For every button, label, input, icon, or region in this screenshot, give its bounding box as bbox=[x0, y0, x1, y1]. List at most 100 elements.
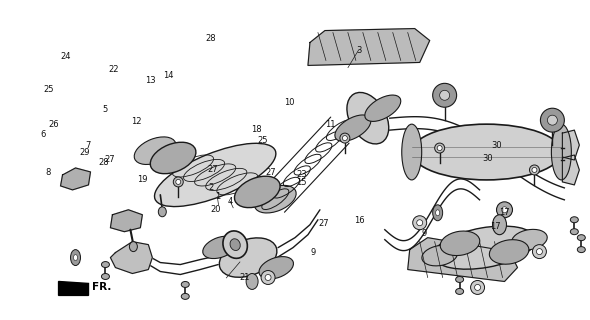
Ellipse shape bbox=[502, 207, 507, 213]
Ellipse shape bbox=[536, 249, 542, 255]
Ellipse shape bbox=[340, 133, 350, 143]
Polygon shape bbox=[408, 238, 517, 282]
Ellipse shape bbox=[437, 146, 442, 150]
Ellipse shape bbox=[540, 108, 565, 132]
Text: 10: 10 bbox=[284, 98, 294, 107]
Ellipse shape bbox=[471, 280, 484, 294]
Text: 26: 26 bbox=[48, 120, 59, 129]
Text: 15: 15 bbox=[296, 178, 306, 187]
Text: 22: 22 bbox=[109, 65, 119, 74]
Text: 20: 20 bbox=[210, 205, 221, 214]
Text: FR.: FR. bbox=[93, 283, 112, 292]
Text: 27: 27 bbox=[318, 219, 329, 228]
Text: 30: 30 bbox=[491, 141, 502, 150]
Ellipse shape bbox=[578, 235, 585, 241]
Ellipse shape bbox=[578, 247, 585, 252]
Ellipse shape bbox=[422, 245, 457, 266]
Ellipse shape bbox=[455, 288, 464, 294]
Text: 24: 24 bbox=[60, 52, 71, 61]
Text: 17: 17 bbox=[499, 208, 509, 217]
Text: 30: 30 bbox=[483, 154, 493, 163]
Polygon shape bbox=[308, 28, 430, 65]
Ellipse shape bbox=[347, 92, 389, 144]
Ellipse shape bbox=[402, 124, 422, 180]
Text: 9: 9 bbox=[422, 229, 427, 238]
Ellipse shape bbox=[529, 165, 539, 175]
Ellipse shape bbox=[552, 124, 571, 180]
Ellipse shape bbox=[342, 136, 348, 140]
Ellipse shape bbox=[71, 250, 80, 266]
Ellipse shape bbox=[259, 257, 293, 279]
Text: 25: 25 bbox=[44, 85, 54, 94]
Ellipse shape bbox=[246, 274, 258, 289]
Ellipse shape bbox=[440, 90, 450, 100]
Ellipse shape bbox=[176, 180, 181, 184]
Text: 28: 28 bbox=[205, 35, 215, 44]
Ellipse shape bbox=[413, 216, 427, 230]
Ellipse shape bbox=[497, 202, 513, 218]
Text: 29: 29 bbox=[79, 148, 90, 156]
Ellipse shape bbox=[412, 124, 561, 180]
Text: 21: 21 bbox=[240, 273, 250, 282]
Text: 2: 2 bbox=[209, 183, 214, 192]
Ellipse shape bbox=[489, 240, 529, 264]
Ellipse shape bbox=[155, 143, 276, 207]
Ellipse shape bbox=[435, 143, 445, 153]
Text: 27: 27 bbox=[207, 165, 218, 174]
Ellipse shape bbox=[335, 115, 371, 141]
Ellipse shape bbox=[455, 276, 464, 283]
Ellipse shape bbox=[474, 284, 481, 291]
Ellipse shape bbox=[234, 176, 280, 208]
Text: 5: 5 bbox=[103, 105, 108, 114]
Polygon shape bbox=[562, 155, 579, 185]
Ellipse shape bbox=[230, 239, 240, 251]
Text: 8: 8 bbox=[45, 168, 51, 177]
Ellipse shape bbox=[261, 270, 275, 284]
Ellipse shape bbox=[512, 229, 547, 250]
Text: 19: 19 bbox=[137, 175, 148, 184]
Text: 18: 18 bbox=[251, 125, 262, 134]
Ellipse shape bbox=[440, 231, 480, 256]
Ellipse shape bbox=[433, 226, 536, 269]
Ellipse shape bbox=[101, 261, 109, 268]
Ellipse shape bbox=[417, 220, 422, 226]
Polygon shape bbox=[61, 168, 90, 190]
Text: 6: 6 bbox=[40, 130, 46, 139]
Ellipse shape bbox=[571, 229, 578, 235]
Text: 14: 14 bbox=[163, 71, 173, 80]
Text: 12: 12 bbox=[131, 117, 142, 126]
Text: 11: 11 bbox=[325, 120, 336, 130]
Ellipse shape bbox=[435, 210, 440, 216]
Text: 28: 28 bbox=[99, 158, 109, 167]
Text: 17: 17 bbox=[490, 222, 500, 231]
Ellipse shape bbox=[203, 236, 237, 259]
Ellipse shape bbox=[432, 205, 442, 221]
Ellipse shape bbox=[129, 242, 137, 252]
Text: 3: 3 bbox=[356, 45, 361, 55]
Text: 27: 27 bbox=[265, 168, 276, 177]
Polygon shape bbox=[58, 282, 88, 295]
Text: 4: 4 bbox=[228, 197, 233, 206]
Ellipse shape bbox=[134, 137, 176, 164]
Ellipse shape bbox=[548, 115, 558, 125]
Ellipse shape bbox=[571, 217, 578, 223]
Ellipse shape bbox=[432, 83, 457, 107]
Ellipse shape bbox=[223, 231, 247, 258]
Ellipse shape bbox=[493, 215, 506, 235]
FancyArrowPatch shape bbox=[64, 286, 86, 293]
Ellipse shape bbox=[219, 238, 277, 277]
Ellipse shape bbox=[365, 95, 401, 121]
Ellipse shape bbox=[101, 274, 109, 279]
Polygon shape bbox=[110, 210, 142, 232]
Text: 23: 23 bbox=[297, 170, 307, 179]
Ellipse shape bbox=[532, 244, 546, 259]
Polygon shape bbox=[562, 130, 579, 160]
Ellipse shape bbox=[181, 293, 189, 300]
Ellipse shape bbox=[181, 282, 189, 287]
Ellipse shape bbox=[74, 255, 77, 260]
Ellipse shape bbox=[173, 177, 183, 187]
Text: 25: 25 bbox=[257, 136, 268, 145]
Text: 16: 16 bbox=[355, 216, 365, 225]
Ellipse shape bbox=[265, 275, 271, 280]
Ellipse shape bbox=[254, 185, 296, 213]
